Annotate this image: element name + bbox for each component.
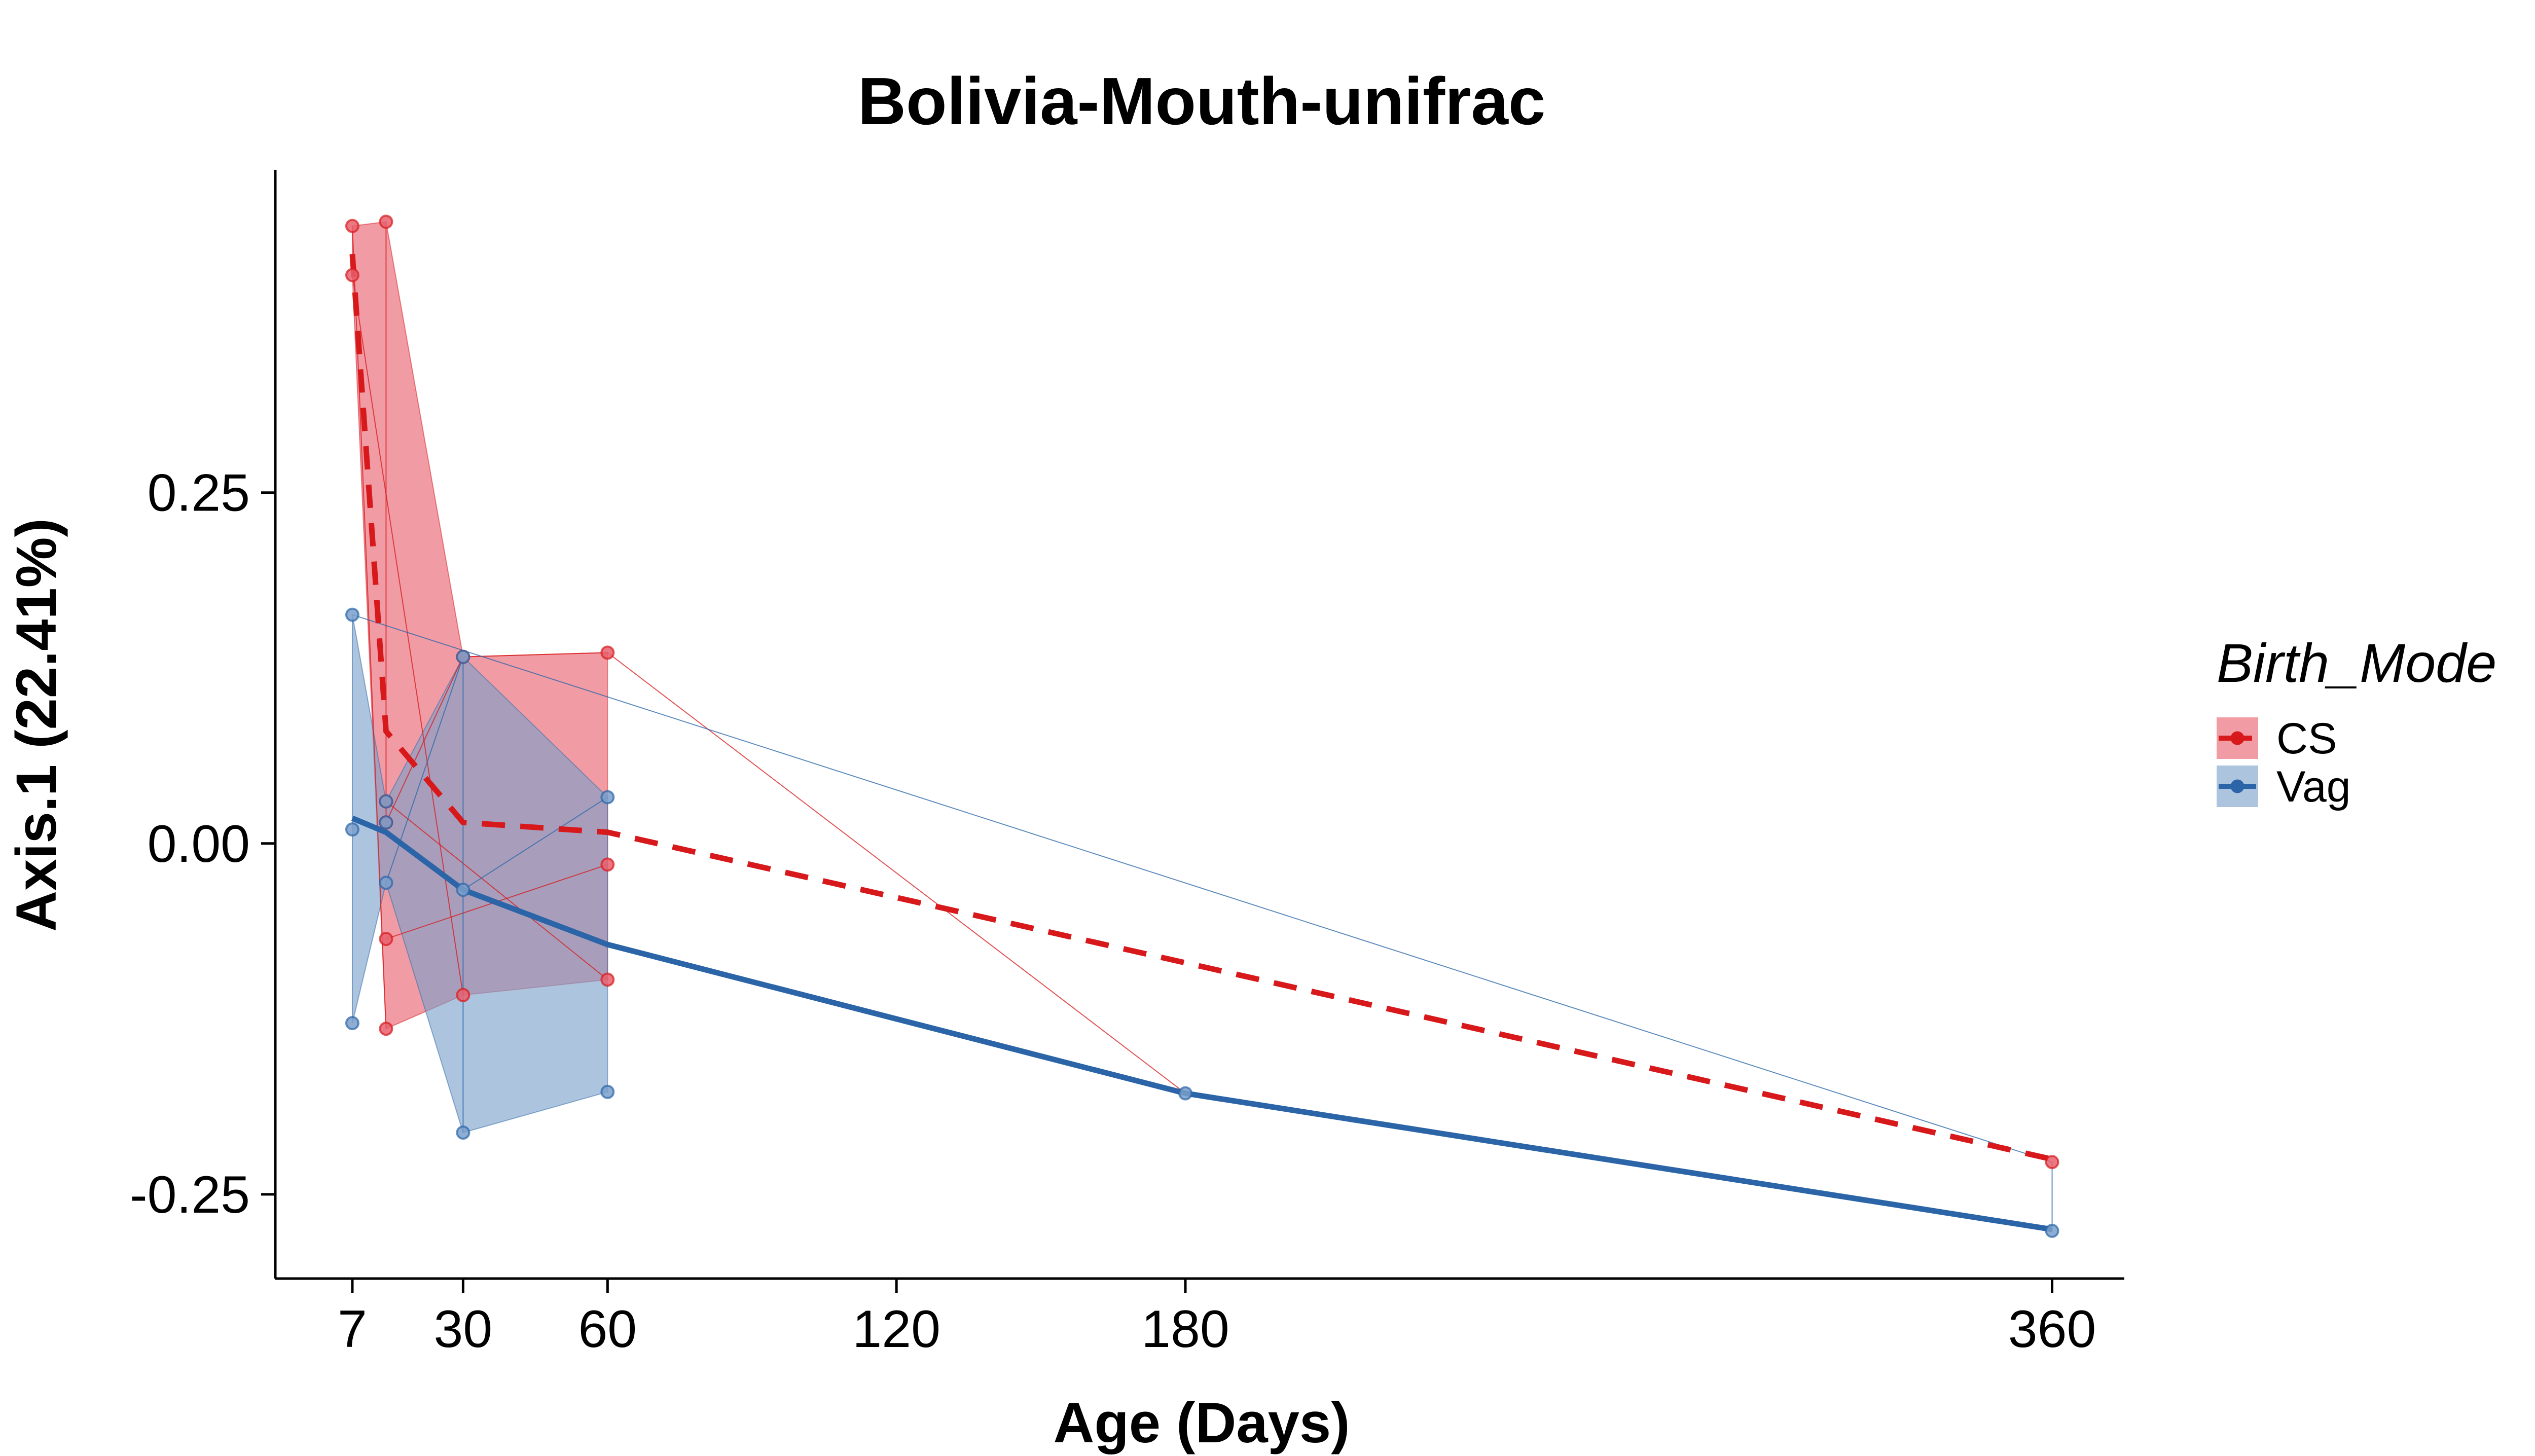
hull-layer xyxy=(351,221,608,1134)
point-cs-8 xyxy=(456,988,470,1002)
x-tick-label-2: 60 xyxy=(578,1300,637,1359)
x-tick-label-3: 120 xyxy=(852,1300,940,1359)
mean-line-vag xyxy=(351,815,2053,1232)
x-tick-label-5: 360 xyxy=(2008,1300,2096,1359)
point-cs-12 xyxy=(2045,1155,2059,1170)
x-tick-label-4: 180 xyxy=(1141,1300,1229,1359)
point-vag-1 xyxy=(345,822,359,837)
point-vag-3 xyxy=(379,794,393,809)
point-cs-1 xyxy=(345,268,359,282)
point-vag-12 xyxy=(2045,1223,2059,1238)
connector-cs-7 xyxy=(385,800,608,980)
connector-cs-3 xyxy=(385,657,464,823)
connector-cs-6 xyxy=(607,652,1186,1094)
connector-cs-5 xyxy=(463,652,608,658)
point-vag-9 xyxy=(600,790,615,805)
point-vag-6 xyxy=(456,649,470,664)
y-tick-label-0: 0.25 xyxy=(148,464,250,523)
point-cs-0 xyxy=(345,219,359,233)
point-vag-2 xyxy=(345,1016,359,1031)
y-tick-label-1: 0.00 xyxy=(148,815,250,873)
point-vag-4 xyxy=(379,815,393,830)
y-axis-ticks: 0.25 0.00 -0.25 xyxy=(130,464,275,1224)
connector-cs-0 xyxy=(351,226,387,1029)
points-layer xyxy=(345,214,2059,1238)
point-vag-8 xyxy=(456,1125,470,1140)
connector-vag-3 xyxy=(462,796,608,891)
x-axis-ticks: 7 30 60 120 180 360 xyxy=(338,1279,2096,1359)
point-cs-2 xyxy=(379,214,393,229)
point-vag-7 xyxy=(456,883,470,897)
y-tick-label-2: -0.25 xyxy=(130,1166,250,1224)
connector-layer xyxy=(351,222,2053,1231)
legend-label-cs: CS xyxy=(2276,714,2337,763)
y-axis-title: Axis.1 (22.41%) xyxy=(5,518,68,932)
mean-line-layer xyxy=(349,253,2053,1232)
point-vag-0 xyxy=(345,607,359,622)
point-cs-5 xyxy=(379,932,393,947)
connector-vag-0 xyxy=(352,614,2052,1163)
chart-title: Bolivia-Mouth-unifrac xyxy=(858,64,1546,138)
mean-line-cs xyxy=(349,253,2053,1162)
point-vag-5 xyxy=(379,876,393,890)
x-axis-title: Age (Days) xyxy=(1053,1391,1350,1454)
point-cs-11 xyxy=(600,972,615,987)
plot-area xyxy=(345,214,2059,1238)
point-cs-6 xyxy=(379,1022,393,1036)
x-tick-label-0: 7 xyxy=(338,1300,367,1359)
point-cs-9 xyxy=(600,645,615,660)
legend-title: Birth_Mode xyxy=(2217,632,2496,694)
legend-key-point-cs xyxy=(2230,731,2244,745)
legend-label-vag: Vag xyxy=(2276,762,2351,811)
point-cs-10 xyxy=(600,857,615,872)
point-vag-10 xyxy=(600,1084,615,1099)
point-vag-11 xyxy=(1178,1086,1193,1101)
x-tick-label-1: 30 xyxy=(434,1300,493,1359)
legend-key-point-vag xyxy=(2230,779,2244,793)
